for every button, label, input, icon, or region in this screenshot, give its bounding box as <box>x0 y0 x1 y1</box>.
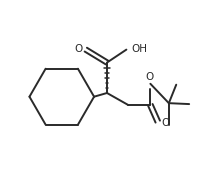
Text: O: O <box>74 44 82 54</box>
Text: O: O <box>145 72 154 82</box>
Text: O: O <box>162 118 170 128</box>
Text: OH: OH <box>132 44 148 54</box>
